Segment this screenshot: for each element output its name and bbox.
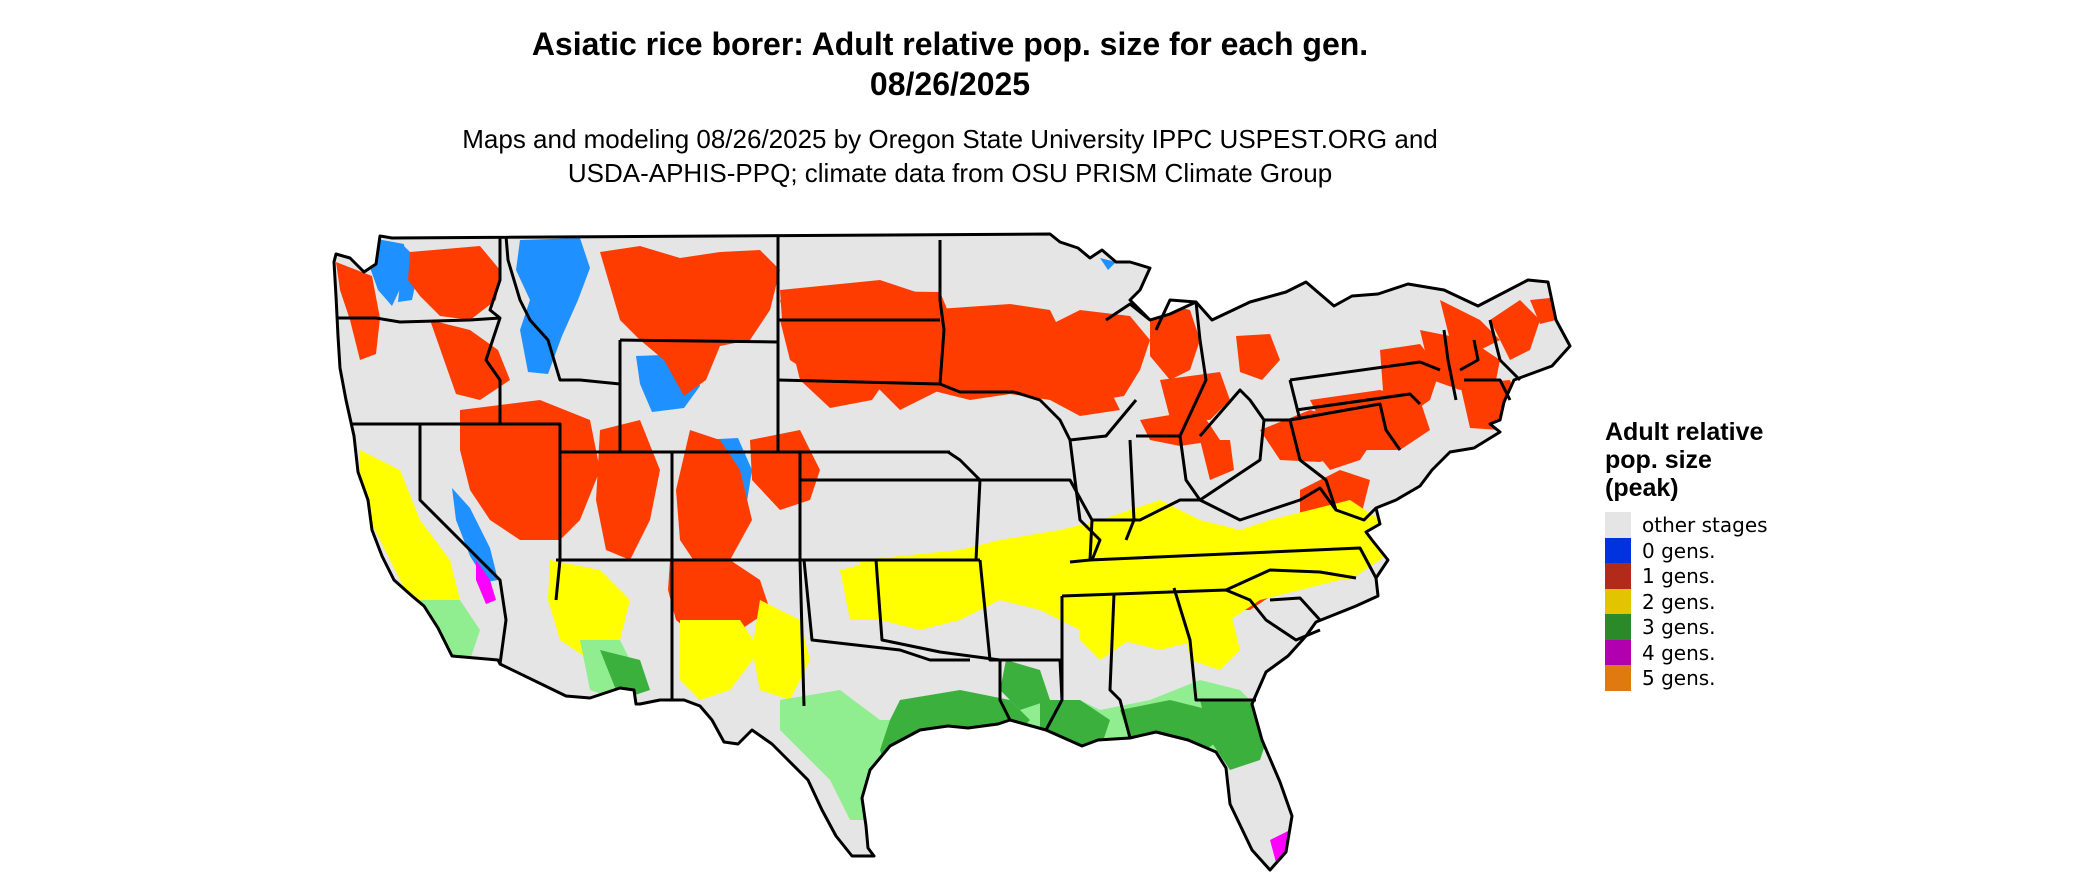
map-legend: Adult relative pop. size (peak) other st… bbox=[1605, 418, 1825, 691]
legend-title-line-1: Adult relative bbox=[1605, 418, 1764, 446]
legend-label: 5 gens. bbox=[1642, 666, 1716, 690]
legend-title-line-3: (peak) bbox=[1605, 474, 1679, 502]
map-date: 08/26/2025 bbox=[869, 66, 1031, 102]
legend-title-line-2: pop. size bbox=[1605, 446, 1712, 474]
legend-swatch bbox=[1605, 614, 1631, 640]
legend-label: other stages bbox=[1642, 513, 1768, 537]
legend-item-2-gens: 2 gens. bbox=[1605, 588, 1825, 614]
legend-item-4-gens: 4 gens. bbox=[1605, 639, 1825, 665]
legend-swatch bbox=[1605, 639, 1631, 665]
legend-label: 0 gens. bbox=[1642, 538, 1716, 563]
legend-swatch bbox=[1605, 537, 1631, 563]
legend-item-0-gens: 0 gens. bbox=[1605, 537, 1825, 563]
legend-item-1-gens: 1 gens. bbox=[1605, 563, 1825, 589]
legend-label: 3 gens. bbox=[1642, 615, 1716, 639]
legend-swatch bbox=[1605, 563, 1631, 589]
legend-swatch bbox=[1605, 588, 1631, 614]
legend-item-5-gens: 5 gens. bbox=[1605, 665, 1825, 691]
map-credits-line-2: USDA-APHIS-PPQ; climate data from OSU PR… bbox=[567, 158, 1333, 188]
legend-label: 2 gens. bbox=[1642, 589, 1716, 614]
legend-swatch bbox=[1605, 512, 1631, 538]
legend-label: 4 gens. bbox=[1642, 640, 1716, 665]
legend-item-other-stages: other stages bbox=[1605, 512, 1825, 538]
us-map bbox=[332, 232, 1572, 872]
legend-item-3-gens: 3 gens. bbox=[1605, 614, 1825, 640]
legend-label: 1 gens. bbox=[1642, 564, 1716, 588]
map-title: Asiatic rice borer: Adult relative pop. … bbox=[531, 26, 1369, 62]
map-credits-line-1: Maps and modeling 08/26/2025 by Oregon S… bbox=[462, 124, 1438, 154]
legend-title: Adult relative pop. size (peak) bbox=[1605, 418, 1825, 502]
legend-swatch bbox=[1605, 665, 1631, 691]
